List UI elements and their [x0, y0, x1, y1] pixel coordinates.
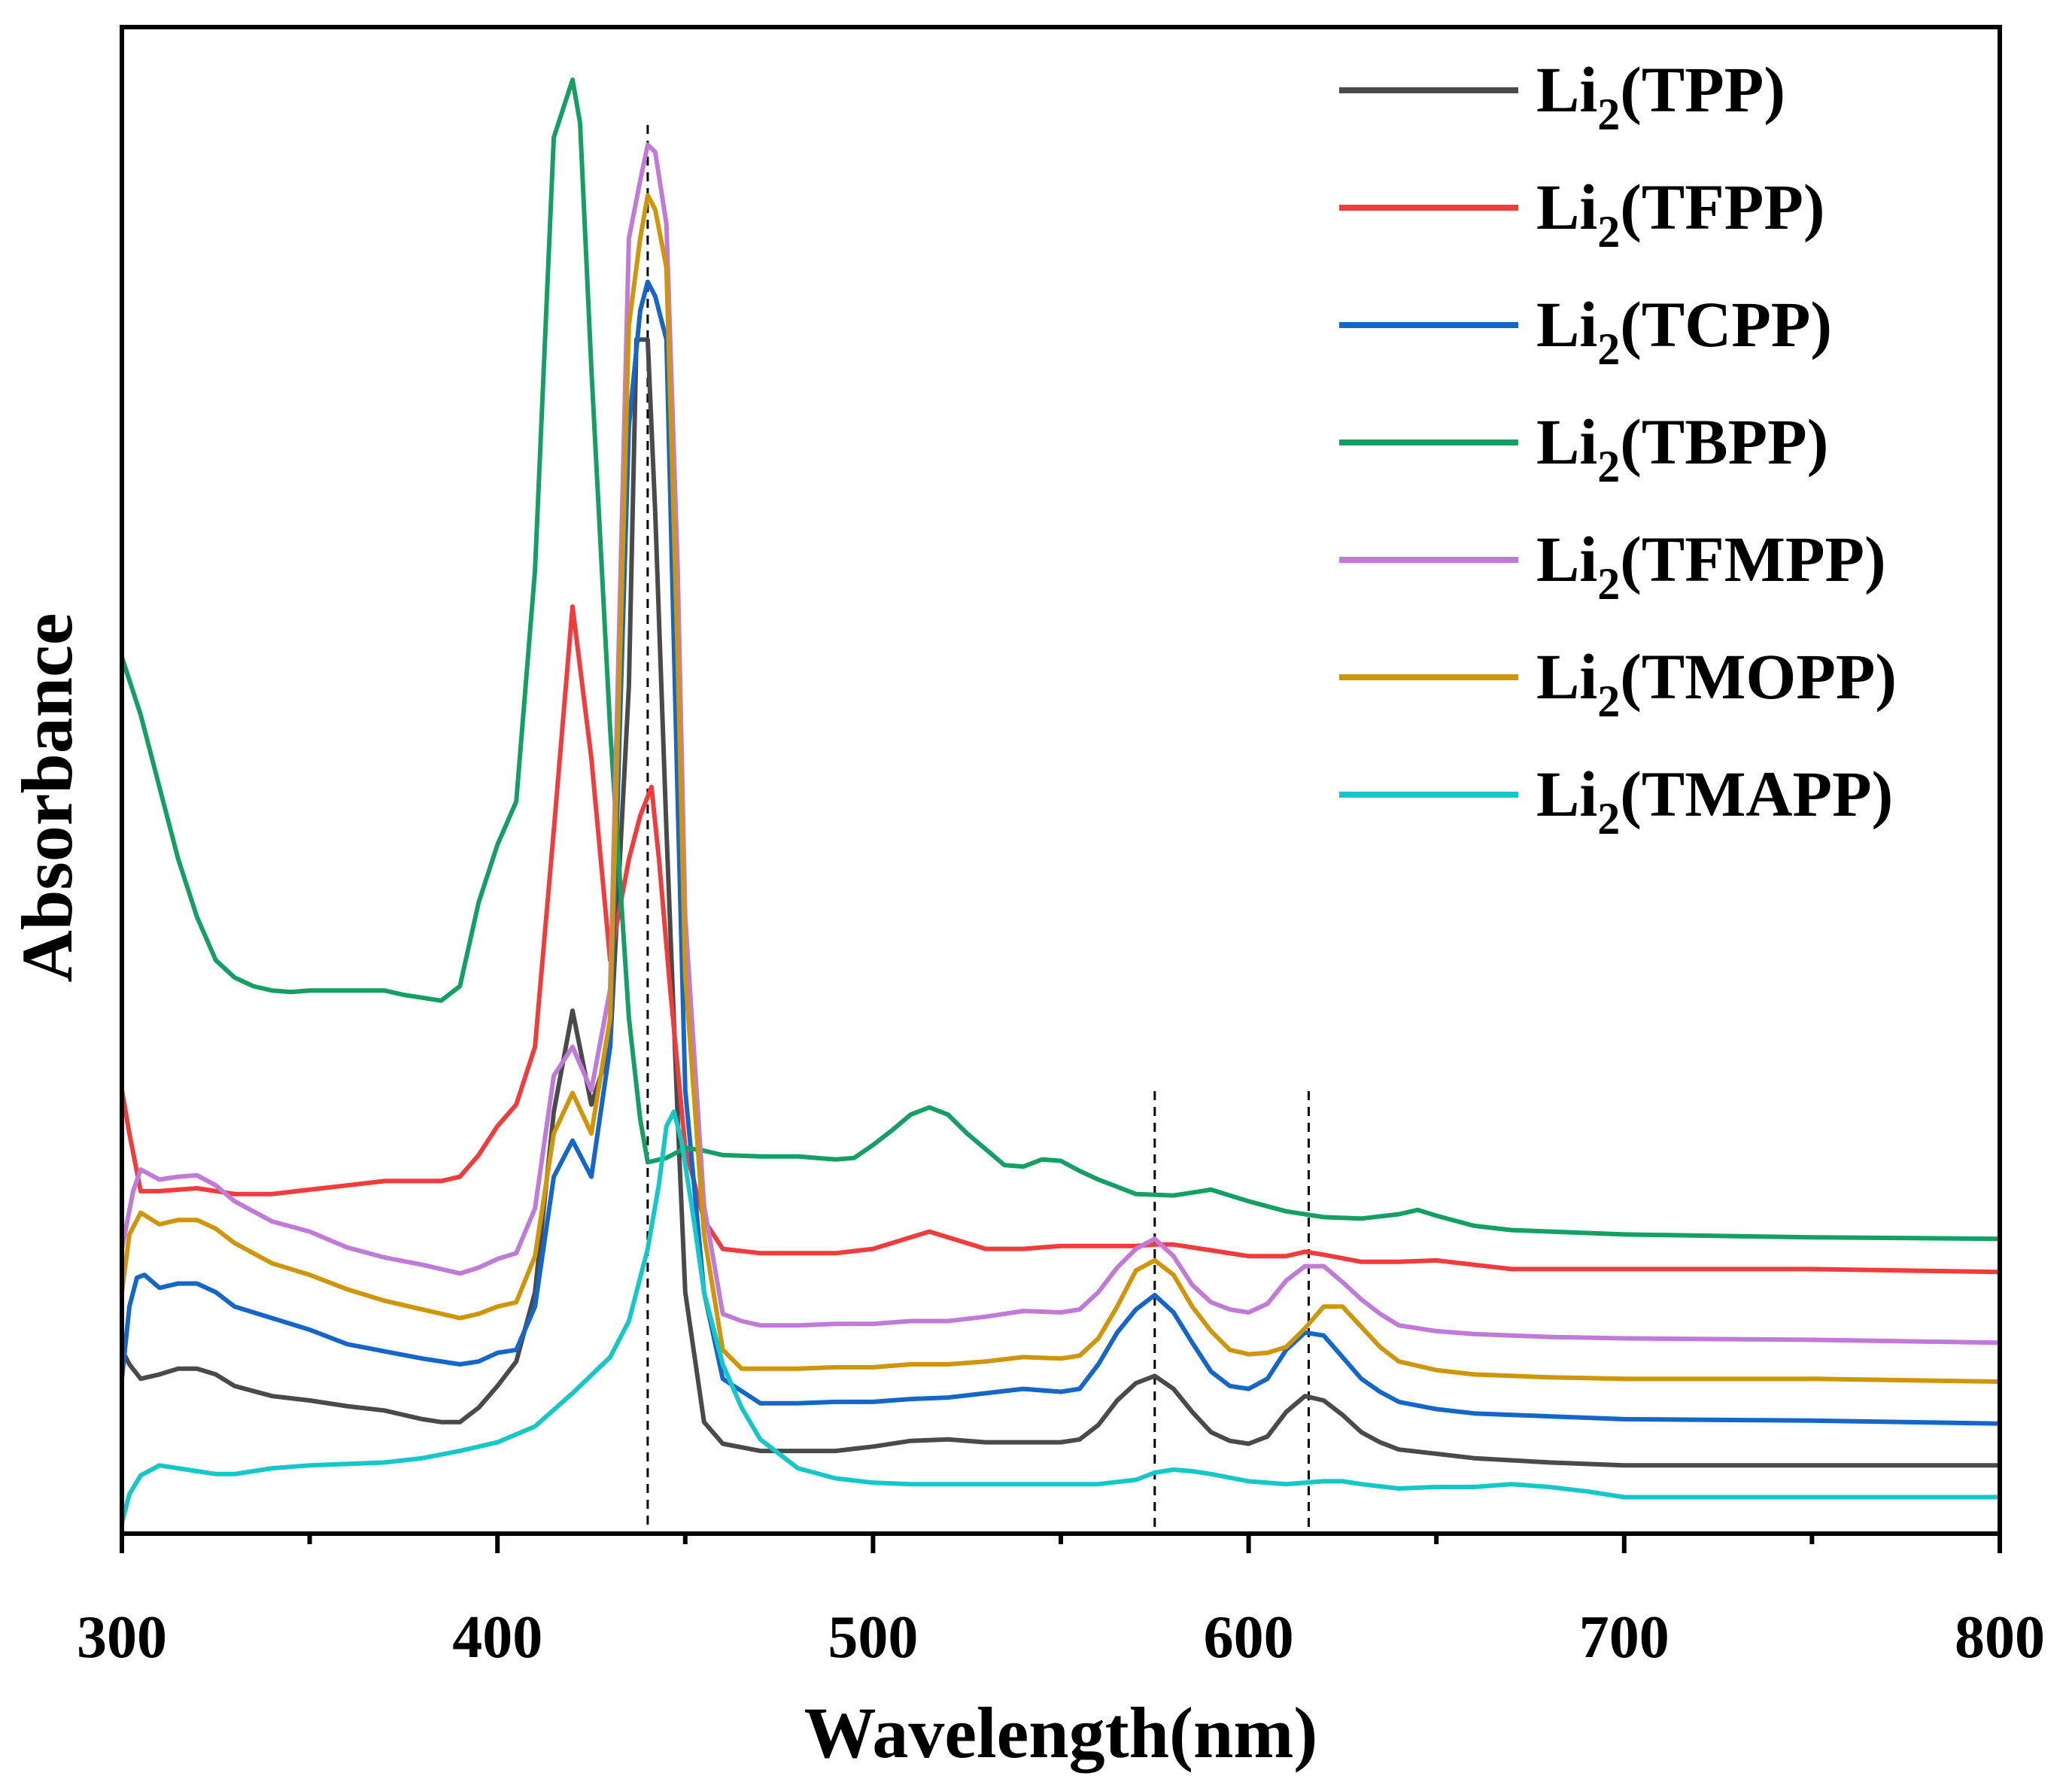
x-axis-title: Wavelength(nm): [804, 1692, 1318, 1773]
series-line: [120, 337, 2000, 1468]
x-tick-label: 300: [77, 1604, 167, 1671]
series-line: [120, 193, 2001, 1384]
x-tick-label: 700: [1579, 1604, 1669, 1671]
y-axis-title: Absorbance: [7, 613, 87, 983]
x-tick-label: 400: [452, 1604, 542, 1671]
legend-label: Li2(TPP): [1536, 53, 1785, 139]
legend-label: Li2(TCPP): [1536, 288, 1832, 374]
x-tick-label: 500: [828, 1604, 918, 1671]
series-line: [120, 279, 2001, 1426]
legend: Li2(TPP) Li2(TFPP) Li2(TCPP) Li2(TBPP) Li2(T…: [1339, 53, 1897, 844]
x-tick-label: 600: [1204, 1604, 1294, 1671]
x-ticks: 300 400 500 600 700 800: [77, 1534, 2045, 1671]
series-layer: [120, 78, 2001, 1524]
series-line: [120, 1109, 2000, 1524]
x-tick-label: 800: [1955, 1604, 2045, 1671]
series-line: [120, 78, 2001, 1242]
legend-label: Li2(TMOPP): [1536, 640, 1897, 726]
series-line: [120, 604, 2001, 1275]
legend-label: Li2(TMAPP): [1536, 758, 1893, 844]
reference-lines: [646, 125, 1310, 1534]
legend-label: Li2(TBPP): [1536, 406, 1828, 491]
legend-label: Li2(TFPP): [1536, 171, 1825, 257]
series-line: [120, 142, 2001, 1346]
legend-label: Li2(TFMPP): [1536, 523, 1886, 609]
